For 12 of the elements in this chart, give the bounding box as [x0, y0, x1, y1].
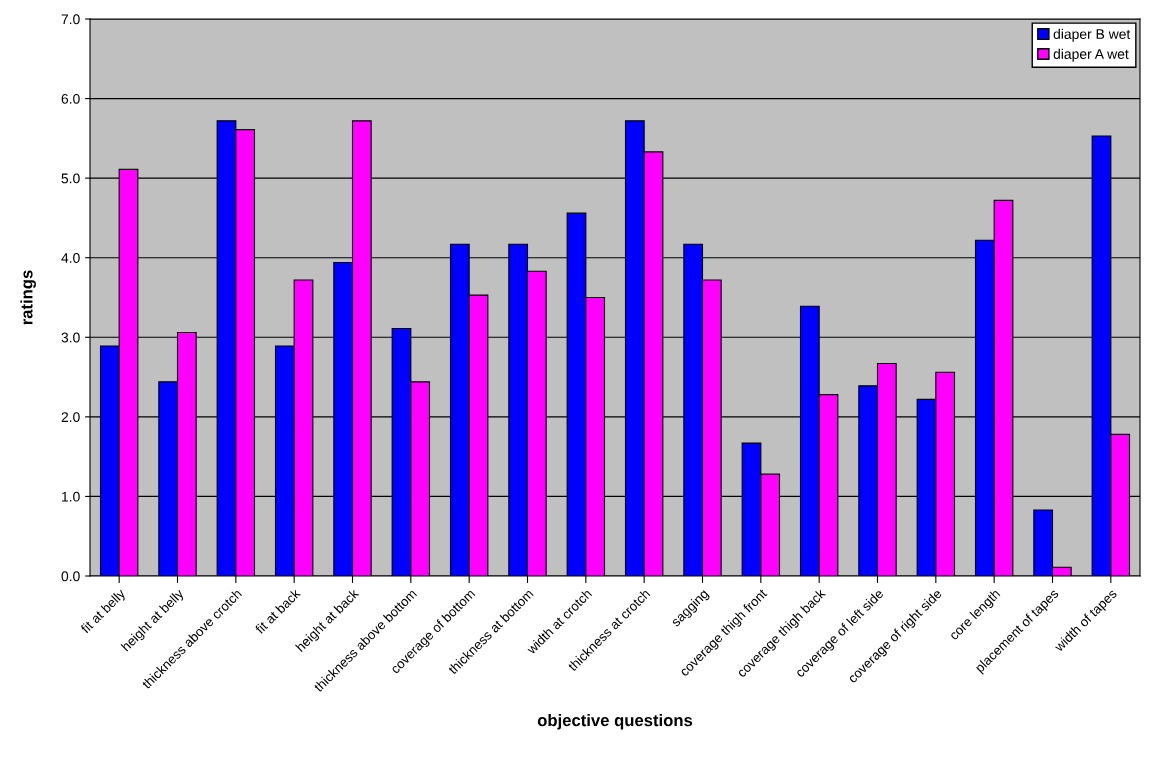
y-tick-label: 6.0	[61, 93, 80, 104]
legend-label: diaper A wet	[1053, 48, 1129, 62]
y-axis-title: ratings	[20, 270, 36, 325]
y-tick-label: 2.0	[61, 412, 80, 423]
x-axis-title: objective questions	[537, 713, 693, 730]
y-tick-label: 5.0	[61, 173, 80, 184]
legend-label: diaper B wet	[1053, 28, 1131, 42]
y-tick-label: 4.0	[61, 253, 80, 263]
y-tick-label: 7.0	[61, 14, 80, 25]
y-tick-label: 1.0	[62, 491, 80, 502]
y-tick-label: 3.0	[61, 332, 80, 343]
y-tick-label: 0.0	[61, 571, 80, 582]
